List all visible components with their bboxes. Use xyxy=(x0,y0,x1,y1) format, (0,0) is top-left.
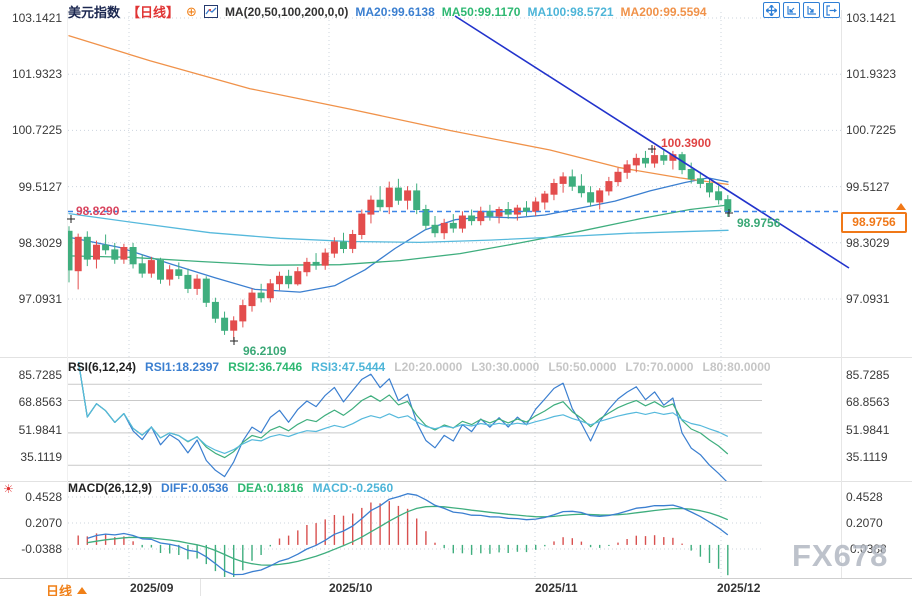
rsi-axis-label: 85.7285 xyxy=(846,368,890,382)
rsi-level-20: L20:20.0000 xyxy=(394,360,463,374)
timeframe-selector[interactable]: 日线 xyxy=(46,581,88,596)
macd-value: MACD:-0.2560 xyxy=(312,481,394,495)
add-indicator-icon[interactable]: ⊕ xyxy=(186,4,197,19)
date-label-oct: 2025/10 xyxy=(329,581,373,595)
price-axis-label: 99.5127 xyxy=(846,179,890,194)
last-price-box: 98.9756 xyxy=(841,212,907,233)
rsi3-value: RSI3:47.5444 xyxy=(311,360,386,374)
rsi-level-30: L30:30.0000 xyxy=(471,360,540,374)
rsi-level-50: L50:50.0000 xyxy=(548,360,617,374)
ma-indicator-icon[interactable] xyxy=(203,5,218,18)
rsi-axis-label: 51.9841 xyxy=(846,422,890,437)
rsi-axis-label: 35.1119 xyxy=(20,449,62,464)
ma50-value: MA50:99.1170 xyxy=(441,4,521,19)
rsi-level-80: L80:80.0000 xyxy=(702,360,771,374)
low-price-label: 96.2109 xyxy=(243,344,287,358)
macd-header: MACD(26,12,9) DIFF:0.0536 DEA:0.1816 MAC… xyxy=(68,481,393,495)
date-label-dec: 2025/12 xyxy=(717,581,761,595)
high-price-label: 100.3900 xyxy=(661,136,712,150)
rsi-title: RSI(6,12,24) xyxy=(68,360,137,374)
rsi-level-70: L70:70.0000 xyxy=(625,360,694,374)
chart-header: 美元指数 【日线】 ⊕ MA(20,50,100,200,0,0) MA20:9… xyxy=(68,2,707,21)
indicator-settings-icon[interactable]: ☀ xyxy=(3,482,14,496)
price-axis-label: 98.3029 xyxy=(18,235,62,250)
macd-axis-label: -0.0388 xyxy=(21,542,62,556)
macd-axis-label: 0.4528 xyxy=(25,490,62,504)
scale-left-icon[interactable] xyxy=(783,2,800,18)
rsi1-value: RSI1:18.2397 xyxy=(145,360,220,374)
rsi-axis-label: 85.7285 xyxy=(18,368,62,382)
price-axis-label: 99.5127 xyxy=(18,179,62,194)
macd-axis-label: 0.4528 xyxy=(846,490,883,504)
timeframe-label: 日线 xyxy=(46,584,73,596)
price-axis-label: 101.9323 xyxy=(846,67,897,82)
price-axis-label: 97.0931 xyxy=(846,291,890,306)
price-axis-label: 103.1421 xyxy=(11,11,62,25)
macd-axis-label: 0.2070 xyxy=(25,516,62,530)
timeframe-tag: 【日线】 xyxy=(127,5,180,20)
chart-toolbar xyxy=(763,2,840,18)
watermark: FX678 xyxy=(792,538,889,573)
ma200-value: MA200:99.5594 xyxy=(620,4,707,19)
price-axis-label: 100.7225 xyxy=(846,123,897,138)
price-axis-label: 97.0931 xyxy=(18,291,62,306)
ma20-value: MA20:99.6138 xyxy=(355,4,435,19)
date-label-sep: 2025/09 xyxy=(130,581,174,595)
support-level-label: 98.8290 xyxy=(76,204,120,218)
macd-dea-value: DEA:0.1816 xyxy=(237,481,304,495)
ma-settings-label: MA(20,50,100,200,0,0) xyxy=(224,4,349,19)
last-price-label: 98.9756 xyxy=(737,216,781,230)
symbol-name: 美元指数 xyxy=(68,5,121,20)
price-axis-label: 100.7225 xyxy=(11,123,62,138)
pan-move-icon[interactable] xyxy=(763,2,780,18)
axis-separator xyxy=(200,579,201,596)
price-axis-label: 101.9323 xyxy=(11,67,62,82)
price-arrow-marker xyxy=(896,203,906,210)
price-axis-label: 98.3029 xyxy=(846,235,890,250)
rsi-axis-label: 35.1119 xyxy=(846,449,888,464)
rsi-header: RSI(6,12,24) RSI1:18.2397 RSI2:36.7446 R… xyxy=(68,360,771,374)
rsi-axis-label: 51.9841 xyxy=(18,422,62,437)
ma100-value: MA100:98.5721 xyxy=(527,4,614,19)
time-axis-bar: 日线 2025/09 2025/10 2025/11 2025/12 xyxy=(0,578,912,596)
chevron-up-icon xyxy=(77,587,88,594)
rsi-axis-label: 68.8563 xyxy=(18,395,62,410)
date-label-nov: 2025/11 xyxy=(535,581,578,595)
rsi-axis-label: 68.8563 xyxy=(846,395,890,410)
export-icon[interactable] xyxy=(823,2,840,18)
scale-right-icon[interactable] xyxy=(803,2,820,18)
price-axis-label: 103.1421 xyxy=(846,11,897,25)
macd-axis-label: -0.0388 xyxy=(846,542,887,556)
macd-title: MACD(26,12,9) xyxy=(68,481,153,495)
macd-axis-label: 0.2070 xyxy=(846,516,883,530)
macd-diff-value: DIFF:0.0536 xyxy=(161,481,229,495)
rsi2-value: RSI2:36.7446 xyxy=(228,360,303,374)
